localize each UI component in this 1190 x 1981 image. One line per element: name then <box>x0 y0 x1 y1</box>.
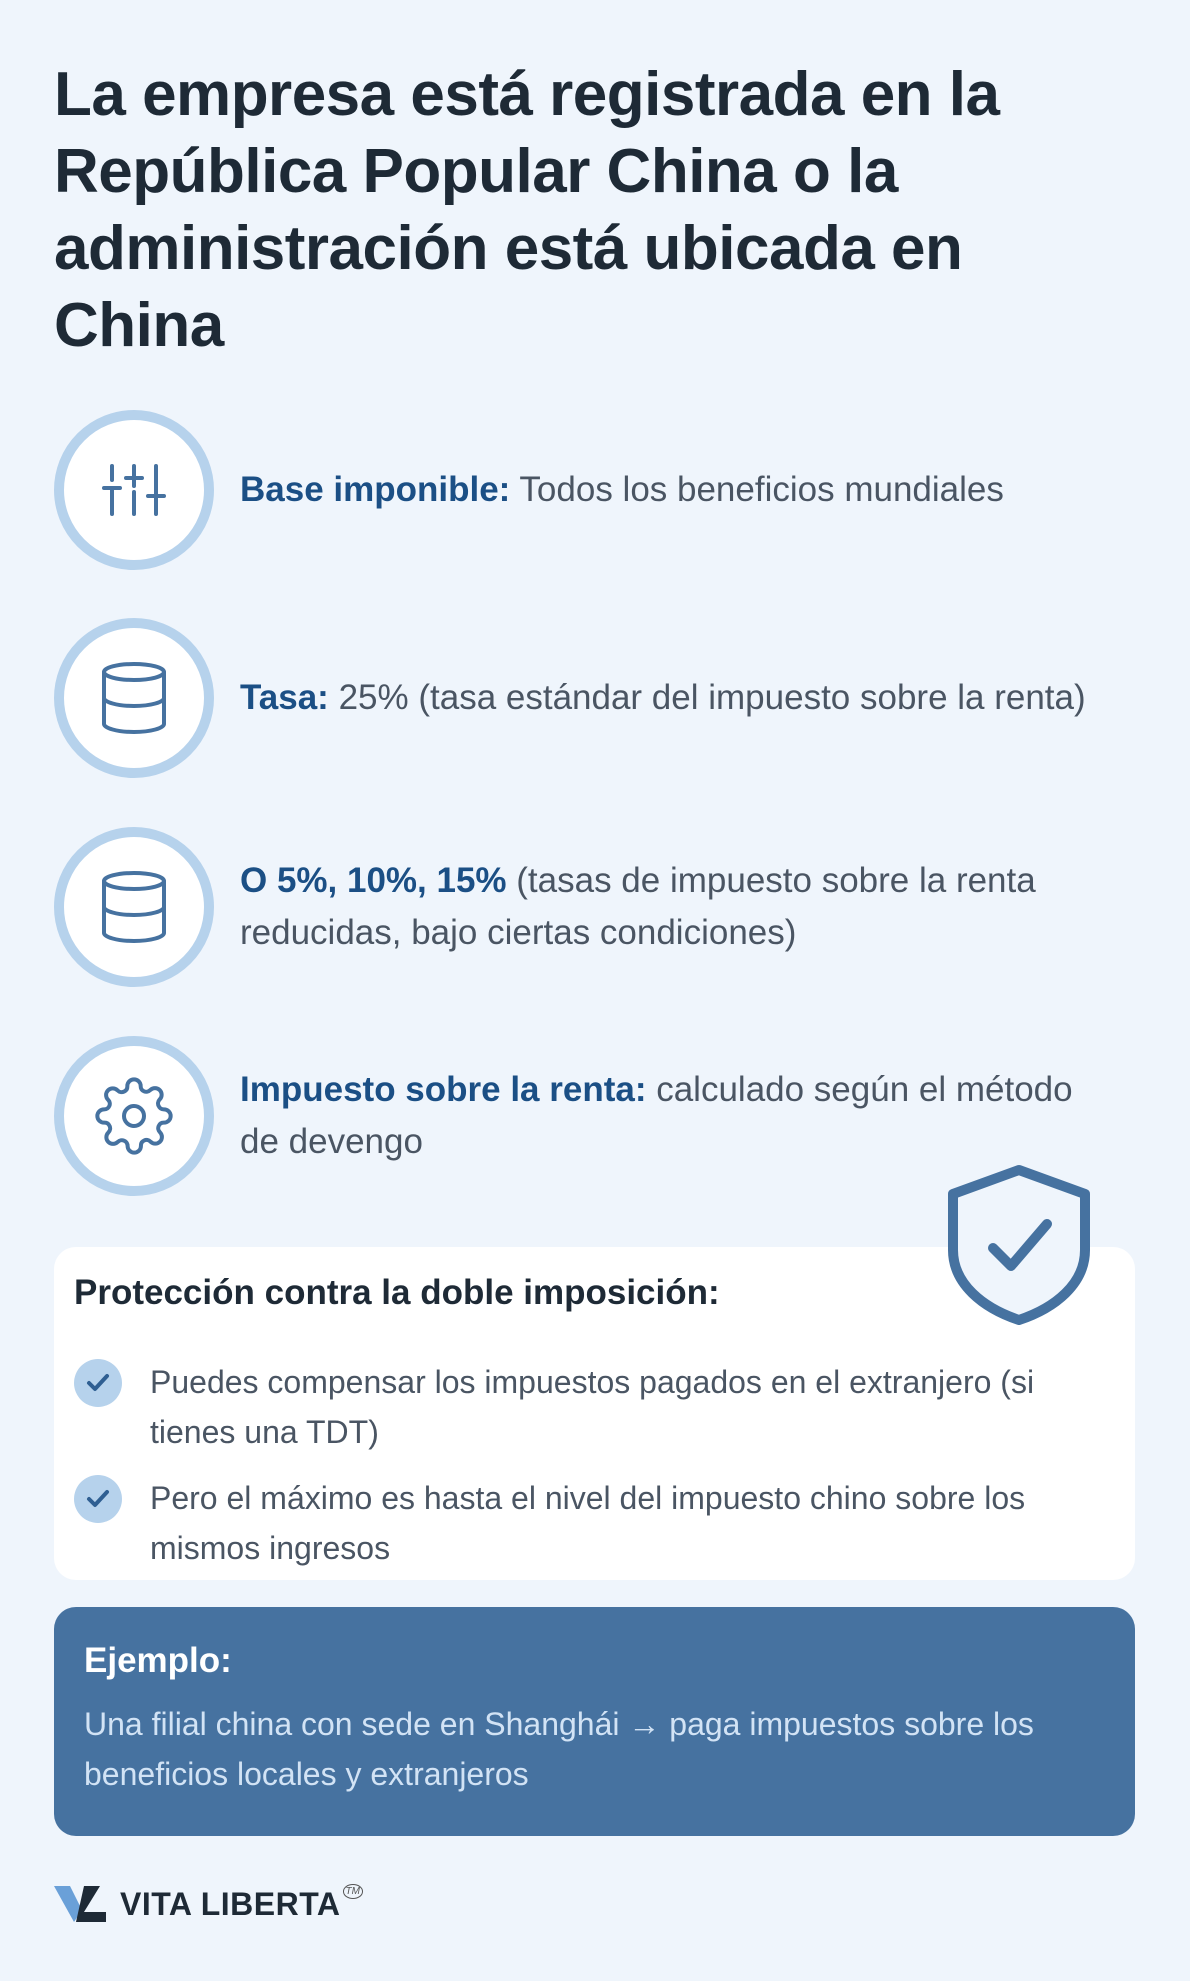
check-icon <box>74 1475 122 1523</box>
example-heading: Ejemplo: <box>84 1641 232 1680</box>
list-item: Pero el máximo es hasta el nivel del imp… <box>74 1473 1114 1573</box>
bullet-text: Puedes compensar los impuestos pagados e… <box>150 1364 1035 1450</box>
card-heading: Protección contra la doble imposición: <box>74 1273 720 1312</box>
item-text: calculado según el método de devengo <box>240 1070 1073 1161</box>
vita-liberta-logo: VITA LIBERTA TM <box>54 1884 363 1924</box>
example-box: Ejemplo: Una filial china con sede en Sh… <box>54 1607 1135 1836</box>
info-row-income-tax: Impuesto sobre la renta: calculado según… <box>54 1036 1144 1196</box>
item-text: 25% (tasa estándar del impuesto sobre la… <box>328 678 1086 717</box>
info-row-rate: Tasa: 25% (tasa estándar del impuesto so… <box>54 618 1144 778</box>
page-title: La empresa está registrada en la Repúbli… <box>54 60 1000 360</box>
logo-mark-icon <box>54 1886 106 1922</box>
item-text: (tasas de impuesto sobre la renta reduci… <box>240 861 1036 952</box>
double-taxation-card: Protección contra la doble imposición: P… <box>54 1247 1135 1580</box>
info-row-base: Base imponible: Todos los beneficios mun… <box>54 410 1144 570</box>
logo-text: VITA LIBERTA <box>120 1885 341 1922</box>
item-label: O 5%, 10%, 15% <box>240 861 507 900</box>
database-icon <box>54 618 214 778</box>
trademark: TM <box>342 1884 363 1899</box>
gear-icon <box>54 1036 214 1196</box>
bullet-text: Pero el máximo es hasta el nivel del imp… <box>150 1480 1026 1566</box>
check-icon <box>74 1359 122 1407</box>
database-icon <box>54 827 214 987</box>
list-item: Puedes compensar los impuestos pagados e… <box>74 1357 1114 1457</box>
sliders-icon <box>54 410 214 570</box>
item-text: Todos los beneficios mundiales <box>510 470 1004 509</box>
info-row-reduced: O 5%, 10%, 15% (tasas de impuesto sobre … <box>54 827 1144 987</box>
item-label: Impuesto sobre la renta: <box>240 1070 647 1109</box>
item-label: Tasa: <box>240 678 329 717</box>
shield-check-icon <box>945 1164 1093 1331</box>
example-text: Una filial china con sede en Shanghái → … <box>84 1706 1034 1792</box>
item-label: Base imponible: <box>240 470 511 509</box>
